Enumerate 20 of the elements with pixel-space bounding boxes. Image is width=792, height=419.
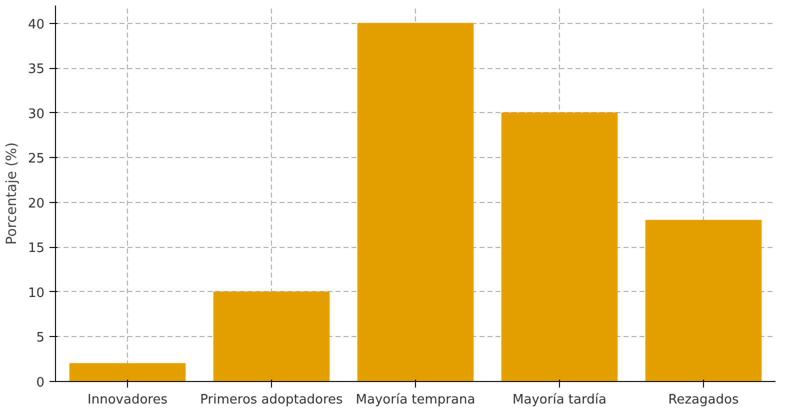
bar [69,363,186,382]
x-tick-label: Primeros adoptadores [200,392,344,408]
bar [645,220,762,382]
bar [357,22,474,382]
y-axis-title: Porcentaje (%) [4,142,20,245]
y-tick-label: 40 [28,17,45,32]
bar [213,291,330,382]
y-tick-label: 25 [28,152,45,167]
x-tick-label: Rezagados [668,392,739,408]
x-tick-label: Innovadores [88,392,168,408]
y-tick-label: 0 [36,376,45,390]
y-tick-label: 35 [28,62,45,78]
y-tick-label: 15 [28,241,45,256]
x-tick-label: Mayoría tardía [512,392,606,408]
y-tick-label: 30 [28,106,45,122]
bar [501,112,618,382]
x-tick-label: Mayoría temprana [356,392,476,408]
y-tick-label: 20 [28,196,45,212]
y-tick-label: 5 [36,330,45,346]
y-tick-label: 10 [28,286,45,301]
